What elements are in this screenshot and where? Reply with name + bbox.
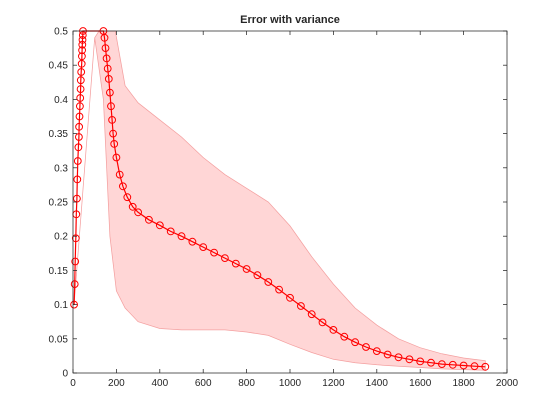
data-point-33: [109, 129, 117, 138]
data-point-38: [123, 193, 132, 202]
data-point-49: [231, 259, 240, 268]
x-tick-label: 200: [108, 378, 125, 389]
data-point-30: [106, 88, 114, 97]
data-point-20: [78, 40, 87, 49]
x-tick-label: 1000: [279, 378, 302, 389]
data-point-32: [108, 116, 116, 124]
data-point-21: [78, 36, 87, 44]
x-tick-label: 600: [195, 378, 212, 389]
data-point-7: [73, 157, 82, 165]
data-point-59: [340, 332, 349, 341]
data-point-70: [459, 361, 468, 370]
data-point-31: [107, 102, 115, 111]
y-axis: 0 0.05 0.1 0.15 0.2 0.25 0.3 0.35 0.4 0.45 0.5: [49, 27, 507, 380]
data-point-17: [77, 59, 86, 68]
y-tick-label: 0.05: [49, 334, 69, 345]
data-point-61: [362, 343, 370, 351]
series-line: [73, 30, 486, 368]
data-point-11: [75, 112, 84, 121]
x-tick-label: 400: [151, 378, 168, 389]
data-point-9: [75, 133, 83, 141]
data-point-50: [242, 265, 251, 273]
data-point-63: [383, 350, 392, 359]
data-point-58: [329, 326, 338, 334]
data-point-14: [76, 85, 85, 93]
data-point-69: [448, 360, 457, 369]
data-point-48: [221, 254, 229, 263]
data-point-13: [76, 94, 85, 102]
data-point-25: [100, 33, 109, 42]
data-point-16: [77, 68, 86, 76]
x-tick-label: 1400: [366, 378, 389, 389]
data-point-27: [102, 54, 111, 63]
x-tick-label: 0: [70, 378, 76, 389]
x-tick-label: 1200: [322, 378, 345, 389]
y-tick-label: 0.15: [49, 266, 69, 277]
data-point-46: [199, 243, 208, 252]
data-point-0: [70, 300, 78, 309]
x-tick-label: 1600: [409, 378, 432, 389]
chart-title: Error with variance: [240, 14, 340, 26]
x-tick-label: 800: [238, 378, 255, 389]
y-tick-label: 0.35: [49, 129, 69, 140]
data-point-18: [78, 52, 86, 61]
data-point-40: [134, 208, 143, 217]
x-axis: 0 200 400 600 800 1000 1200 1400 1600 1800 2000: [70, 31, 519, 389]
data-point-28: [103, 64, 112, 73]
data-point-71: [470, 362, 479, 371]
y-tick-label: 0.45: [49, 61, 69, 72]
y-tick-label: 0.1: [54, 300, 68, 311]
data-point-43: [166, 227, 175, 236]
data-point-60: [351, 338, 360, 347]
y-tick-label: 0.4: [54, 95, 68, 106]
data-point-39: [128, 202, 137, 211]
data-point-57: [318, 318, 327, 327]
data-point-2: [71, 257, 80, 266]
data-point-45: [188, 237, 197, 246]
data-point-65: [405, 355, 414, 364]
data-point-34: [110, 140, 119, 148]
data-point-15: [76, 76, 85, 85]
data-point-55: [297, 302, 305, 310]
series-line-layer: [73, 30, 486, 368]
data-point-62: [372, 347, 381, 356]
y-tick-label: 0.2: [54, 232, 68, 243]
data-point-36: [115, 170, 124, 179]
data-point-8: [74, 143, 83, 152]
y-tick-label: 0: [62, 369, 68, 380]
y-tick-label: 0.25: [49, 198, 69, 209]
data-point-56: [307, 310, 316, 319]
data-point-67: [427, 358, 435, 367]
data-point-10: [75, 122, 83, 131]
data-point-53: [275, 285, 284, 294]
data-point-3: [71, 234, 80, 243]
data-point-12: [76, 102, 84, 111]
data-point-26: [101, 44, 110, 52]
data-point-6: [73, 175, 82, 184]
data-point-29: [104, 75, 113, 83]
data-point-44: [177, 232, 186, 241]
data-point-64: [394, 353, 403, 362]
data-point-51: [253, 271, 262, 280]
data-point-54: [286, 293, 294, 302]
x-tick-label: 2000: [496, 378, 519, 389]
data-point-19: [78, 46, 86, 55]
y-tick-label: 0.5: [54, 27, 68, 38]
data-point-66: [416, 357, 425, 366]
data-point-68: [438, 360, 446, 369]
data-point-52: [264, 278, 273, 286]
data-point-22: [78, 31, 87, 39]
y-tick-label: 0.3: [54, 163, 68, 174]
data-point-42: [155, 221, 164, 230]
x-tick-label: 1800: [452, 378, 475, 389]
data-point-47: [210, 248, 219, 257]
data-point-1: [70, 280, 79, 289]
data-point-72: [481, 362, 490, 371]
data-point-41: [145, 215, 153, 224]
data-point-35: [112, 153, 121, 162]
data-point-37: [119, 182, 127, 191]
